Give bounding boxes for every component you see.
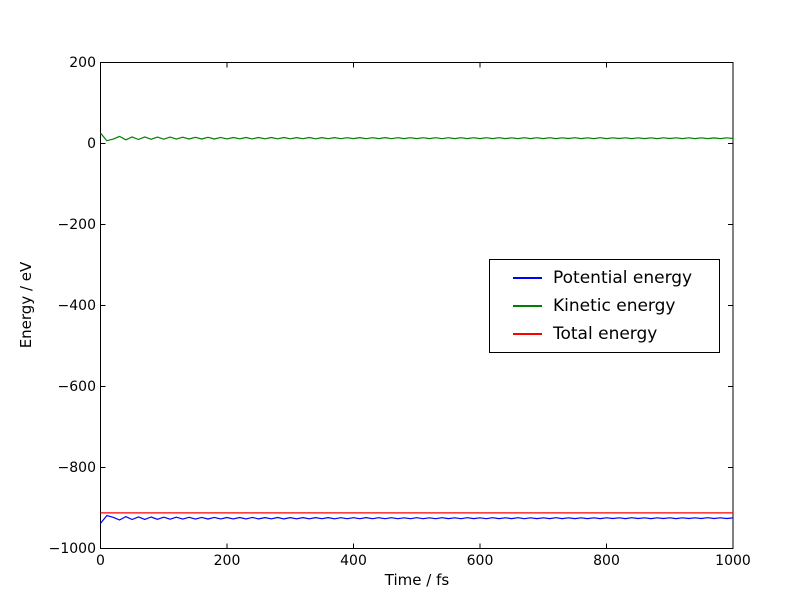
x-tick-label: 0 [96,553,105,569]
legend-label-total: Total energy [553,323,658,344]
x-tick-label: 400 [340,553,367,569]
y-tick-label: −400 [57,297,96,314]
x-tick-label: 600 [466,553,494,569]
legend-line-sample-kinetic [513,305,542,307]
legend-line-sample-total [513,333,542,335]
legend-item-potential-energy: Potential energy [513,264,719,292]
y-tick-label: 200 [69,54,96,71]
legend: Potential energy Kinetic energy Total en… [489,259,720,353]
legend-item-total-energy: Total energy [513,320,719,348]
kinetic-energy-line [100,132,734,142]
y-tick-label: −600 [57,378,96,395]
potential-energy-line [100,514,734,524]
y-tick-label: −200 [57,216,96,233]
y-axis-label: Energy / eV [17,261,35,349]
x-tick-label: 800 [593,553,620,569]
x-tick-label: 200 [213,553,241,569]
legend-label-potential: Potential energy [553,267,693,288]
legend-label-kinetic: Kinetic energy [553,295,676,316]
y-tick-label: −800 [57,459,96,476]
y-tick-label: −1000 [48,540,96,557]
x-tick-label: 1000 [715,553,751,569]
legend-item-kinetic-energy: Kinetic energy [513,292,719,320]
legend-line-sample-potential [513,277,542,279]
y-tick-label: 0 [87,135,96,152]
x-axis-label: Time / fs [384,571,450,589]
